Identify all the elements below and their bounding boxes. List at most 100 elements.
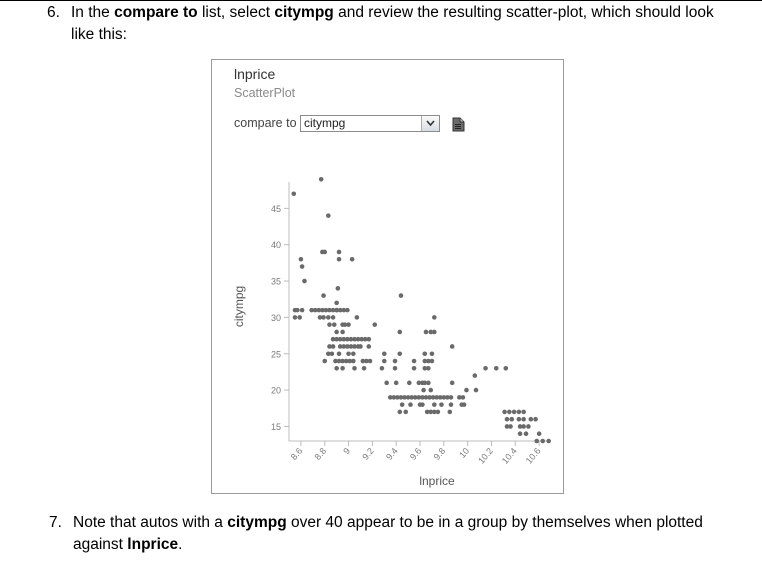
scatter-point: [511, 409, 517, 415]
scatter-point: [330, 344, 336, 349]
scatter-point: [448, 395, 454, 400]
scatter-point: [360, 358, 366, 364]
x-tick-label: 10.4: [500, 446, 519, 466]
scatter-point: [333, 358, 338, 364]
scatter-point: [507, 409, 512, 415]
scatter-point: [516, 409, 522, 415]
scatter-point: [291, 191, 297, 197]
scatter-point: [420, 402, 425, 407]
step-text-lead: In the: [71, 4, 115, 21]
scatter-point: [509, 416, 515, 422]
scatter-point: [409, 395, 414, 400]
scatter-point: [349, 256, 355, 262]
scatter-point: [540, 438, 546, 444]
scatter-point: [423, 329, 429, 335]
x-tick-label: 9: [341, 446, 352, 456]
citympg-term: citympg: [227, 514, 287, 531]
step-number: 6.: [47, 4, 60, 21]
scatter-point: [334, 329, 339, 335]
scatter-point: [536, 431, 542, 437]
compare-to-term: compare to: [114, 4, 198, 21]
scatter-point: [330, 307, 336, 313]
x-tick-label: 9.2: [360, 446, 376, 462]
scatter-point: [336, 358, 342, 364]
scatter-point: [439, 402, 444, 407]
y-tick-label: 40: [271, 240, 281, 250]
scatter-point: [299, 307, 305, 313]
scatter-point: [412, 395, 418, 400]
x-tick-label: 10.6: [524, 446, 543, 466]
scatter-point: [355, 336, 361, 342]
step-text-line2-lead: against: [73, 536, 128, 553]
x-tick-label: 8.6: [289, 446, 305, 462]
scatter-point: [321, 315, 326, 320]
step-text-mid: list, select: [197, 4, 275, 21]
scatter-point: [422, 365, 428, 371]
scatter-point: [323, 307, 329, 313]
scatter-point: [336, 351, 342, 357]
step-text-tail: over 40 appear to be in a group by thems…: [286, 514, 703, 531]
scatter-point: [392, 365, 398, 371]
scatter-point: [348, 344, 354, 349]
top-rule: [0, 0, 762, 1]
scatter-point: [341, 307, 347, 313]
scatter-point: [361, 365, 367, 371]
scatter-point: [316, 307, 322, 313]
scatter-point: [426, 380, 431, 386]
scatter-point: [326, 213, 331, 218]
scatter-point: [346, 351, 351, 357]
scatterplot-panel: lnprice ScatterPlot compare to citympg 1…: [211, 59, 564, 494]
scatter-point: [292, 315, 298, 320]
y-tick-label: 25: [271, 349, 281, 359]
scatter-point: [423, 395, 429, 400]
scatter-point: [326, 315, 331, 320]
scatter-point: [432, 315, 437, 320]
panel-subtitle: ScatterPlot: [234, 86, 296, 100]
citympg-term: citympg: [274, 4, 334, 21]
scatter-point: [335, 286, 341, 291]
scatter-point: [428, 409, 434, 415]
step-text-line2: like this:: [71, 26, 127, 43]
y-tick-label: 30: [271, 313, 281, 323]
x-tick-label: 9.8: [432, 446, 448, 462]
scatter-point: [352, 365, 357, 371]
step-text: In the compare to list, select citympg a…: [71, 2, 714, 46]
x-tick-label: 10.2: [476, 446, 495, 466]
scatter-point: [408, 402, 413, 407]
scatter-point: [326, 351, 331, 357]
scatter-point: [428, 329, 434, 335]
compare-to-label: compare to: [234, 116, 297, 130]
scatter-point: [449, 344, 455, 349]
scatter-point: [407, 380, 412, 386]
scatter-point: [359, 336, 364, 342]
scatter-point: [334, 307, 339, 313]
scatter-point: [461, 402, 467, 407]
compare-to-select[interactable]: citympg: [300, 115, 440, 132]
scatter-point: [447, 409, 453, 415]
scatter-point: [422, 351, 428, 357]
scatter-point: [504, 416, 510, 422]
scatter-point: [473, 387, 479, 393]
scatter-point: [493, 365, 499, 371]
scatter-point: [483, 365, 488, 371]
scatter-point: [422, 358, 428, 364]
scatter-point: [534, 438, 540, 444]
scatter-point: [430, 395, 436, 400]
scatter-point: [523, 431, 529, 437]
scatter-point: [330, 336, 336, 342]
lnprice-term: lnprice: [127, 536, 179, 553]
scatter-point: [337, 336, 343, 342]
scatter-point: [341, 336, 347, 342]
scatter-point: [322, 358, 328, 364]
scatter-point: [457, 395, 462, 400]
scatter-point: [421, 387, 426, 393]
scatter-point: [366, 336, 372, 342]
scatter-point: [437, 395, 443, 400]
scatter-point: [426, 358, 431, 364]
document-icon[interactable]: [452, 116, 466, 132]
scatter-point: [366, 344, 372, 349]
scatter-point: [340, 365, 345, 371]
scatter-point: [302, 278, 307, 284]
scatter-point: [354, 315, 360, 320]
dropdown-button[interactable]: [421, 116, 439, 131]
